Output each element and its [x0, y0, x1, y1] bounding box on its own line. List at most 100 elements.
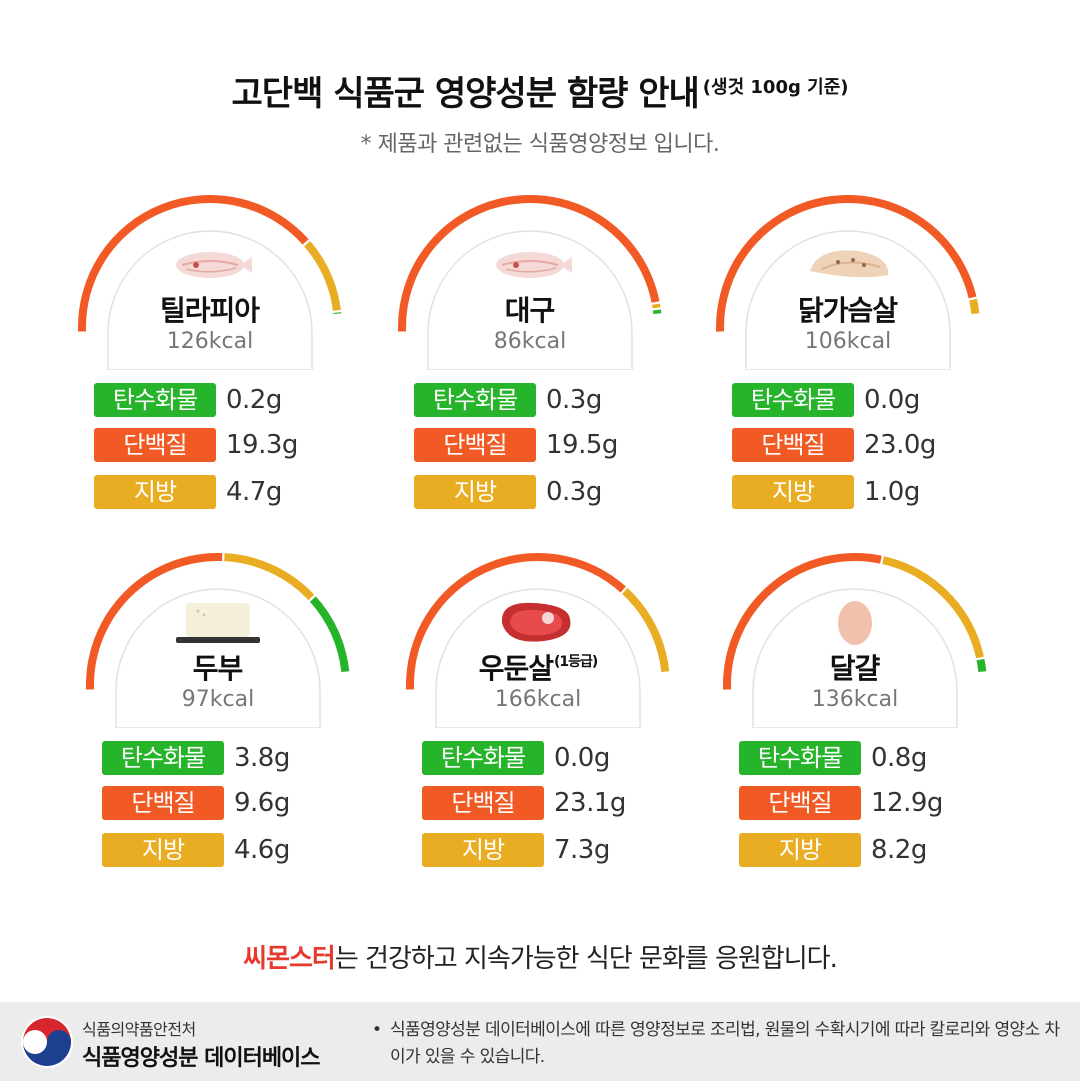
nutrient-label-fat: 지방 — [414, 475, 536, 509]
food-kcal: 97kcal — [181, 687, 255, 712]
page-title-basis: (생것 100g 기준) — [702, 77, 849, 98]
footer-note: • 식품영양성분 데이터베이스에 따른 영양정보로 조리법, 원물의 수확시기에… — [372, 1017, 1062, 1071]
slogan-brand: 씨몬스터 — [243, 944, 336, 974]
chicken-breast-icon — [810, 250, 889, 278]
nutrient-label-carb: 탄수화물 — [102, 741, 224, 775]
gauge-protein-arc — [406, 553, 626, 690]
nutrient-value-fat: 8.2g — [871, 835, 927, 865]
nutrient-value-carb: 3.8g — [234, 743, 290, 773]
nutrient-label-protein: 단백질 — [739, 786, 861, 820]
fish-fillet-icon — [496, 252, 572, 278]
food-name-text: 틸라피아 — [159, 294, 260, 327]
nutrient-value-carb: 0.2g — [226, 385, 282, 415]
nutrient-value-carb: 0.8g — [871, 743, 927, 773]
nutrient-label-carb: 탄수화물 — [739, 741, 861, 775]
slogan: 씨몬스터는 건강하고 지속가능한 식단 문화를 응원합니다. — [0, 938, 1080, 975]
gauge-fat-arc — [622, 588, 670, 673]
fish-fillet-icon — [176, 252, 252, 278]
food-card: 대구 86kcal 탄수화물 0.3g 단백질 19.5g 지방 0.3g — [390, 195, 670, 525]
mfds-taegeuk-logo-icon — [21, 1016, 73, 1068]
food-kcal: 166kcal — [494, 687, 582, 712]
nutrient-label-carb: 탄수화물 — [94, 383, 216, 417]
gauge-panel — [745, 230, 951, 370]
nutrient-label-fat: 지방 — [739, 833, 861, 867]
gauge-carb-arc — [309, 596, 350, 673]
macro-gauge — [723, 553, 987, 728]
slogan-text: 는 건강하고 지속가능한 식단 문화를 응원합니다. — [334, 944, 838, 974]
nutrient-value-fat: 0.3g — [546, 477, 602, 507]
gauge-protein-arc — [86, 553, 223, 690]
nutrient-value-protein: 9.6g — [234, 788, 290, 818]
food-name-text: 대구 — [504, 294, 556, 327]
gauge-fat-arc — [969, 298, 980, 315]
gauge-fat-arc — [652, 303, 661, 309]
nutrient-label-protein: 단백질 — [102, 786, 224, 820]
macro-gauge — [86, 553, 350, 728]
food-card: 틸라피아 126kcal 탄수화물 0.2g 단백질 19.3g 지방 4.7g — [70, 195, 350, 525]
gauge-protein-arc — [716, 195, 977, 332]
food-card: 우둔살(1등급) 166kcal 탄수화물 0.0g 단백질 23.1g 지방 7.3g — [398, 553, 678, 883]
gauge-panel — [427, 230, 633, 370]
nutrient-value-fat: 1.0g — [864, 477, 920, 507]
food-name: 우둔살(1등급) — [438, 647, 638, 687]
gauge-panel — [107, 230, 313, 370]
nutrient-label-fat: 지방 — [732, 475, 854, 509]
macro-gauge — [406, 553, 670, 728]
nutrient-value-protein: 19.5g — [546, 430, 618, 460]
nutrient-value-protein: 19.3g — [226, 430, 298, 460]
nutrient-label-protein: 단백질 — [732, 428, 854, 462]
food-card: 달걀 136kcal 탄수화물 0.8g 단백질 12.9g 지방 8.2g — [715, 553, 995, 883]
nutrient-value-carb: 0.3g — [546, 385, 602, 415]
food-kcal: 126kcal — [166, 329, 254, 354]
page-disclaimer: * 제품과 관련없는 식품영양정보 입니다. — [360, 132, 720, 157]
food-kcal: 106kcal — [804, 329, 892, 354]
gauge-fat-arc — [224, 553, 315, 601]
macro-gauge — [398, 195, 662, 370]
gauge-panel — [115, 588, 321, 728]
gauge-protein-arc — [78, 195, 309, 332]
food-name: 닭가슴살 — [748, 289, 948, 329]
food-grade: (1등급) — [553, 654, 598, 670]
nutrient-value-protein: 23.0g — [864, 430, 936, 460]
food-name-text: 닭가슴살 — [797, 294, 898, 327]
nutrient-label-fat: 지방 — [94, 475, 216, 509]
footer-bar: 식품의약품안전처 식품영양성분 데이터베이스 • 식품영양성분 데이터베이스에 … — [0, 1002, 1080, 1081]
food-name-text: 우둔살 — [478, 652, 554, 685]
nutrient-label-protein: 단백질 — [422, 786, 544, 820]
food-name: 달걀 — [755, 647, 955, 687]
nutrient-value-protein: 12.9g — [871, 788, 943, 818]
nutrient-value-protein: 23.1g — [554, 788, 626, 818]
food-name: 두부 — [118, 647, 318, 687]
food-name: 틸라피아 — [110, 289, 310, 329]
gauge-panel — [752, 588, 958, 728]
nutrient-label-protein: 단백질 — [94, 428, 216, 462]
food-kcal: 136kcal — [811, 687, 899, 712]
nutrient-value-fat: 7.3g — [554, 835, 610, 865]
nutrient-label-carb: 탄수화물 — [732, 383, 854, 417]
nutrient-label-protein: 단백질 — [414, 428, 536, 462]
food-name-text: 두부 — [192, 652, 244, 685]
steak-icon — [501, 602, 571, 642]
food-name-text: 달걀 — [829, 652, 881, 685]
nutrient-value-carb: 0.0g — [554, 743, 610, 773]
macro-gauge — [78, 195, 342, 370]
page-title: 고단백 식품군 영양성분 함량 안내 — [231, 74, 700, 114]
footer-db-name: 식품영양성분 데이터베이스 — [82, 1046, 321, 1071]
food-card: 두부 97kcal 탄수화물 3.8g 단백질 9.6g 지방 4.6g — [78, 553, 358, 883]
footer-note-bullet: • — [372, 1020, 382, 1040]
footer-org-name: 식품의약품안전처 — [82, 1020, 196, 1039]
nutrient-label-fat: 지방 — [102, 833, 224, 867]
macro-gauge — [716, 195, 980, 370]
gauge-fat-arc — [882, 556, 984, 659]
nutrient-value-carb: 0.0g — [864, 385, 920, 415]
nutrient-value-fat: 4.6g — [234, 835, 290, 865]
nutrient-label-carb: 탄수화물 — [414, 383, 536, 417]
gauge-panel — [435, 588, 641, 728]
gauge-protein-arc — [398, 195, 660, 332]
gauge-fat-arc — [304, 241, 341, 311]
nutrient-label-fat: 지방 — [422, 833, 544, 867]
nutrient-value-fat: 4.7g — [226, 477, 282, 507]
gauge-protein-arc — [723, 553, 882, 690]
page-title-row: 고단백 식품군 영양성분 함량 안내 (생것 100g 기준) — [0, 66, 1080, 115]
food-name: 대구 — [430, 289, 630, 329]
